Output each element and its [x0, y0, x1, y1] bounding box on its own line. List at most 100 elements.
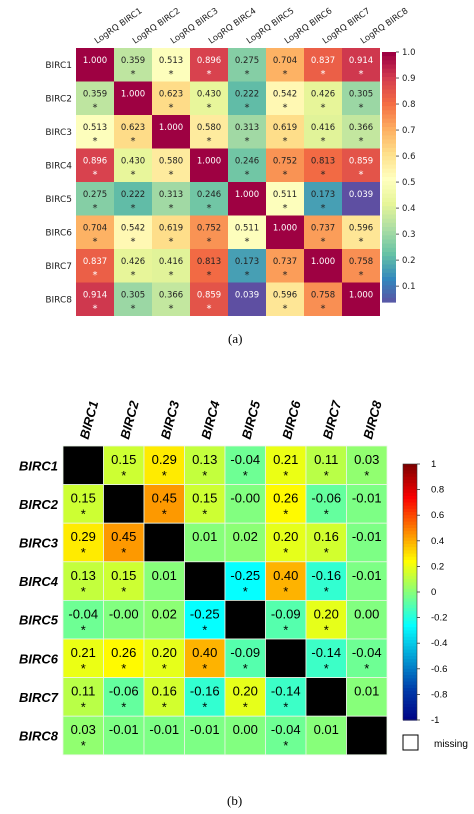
heatmap-a-value-label: 1.000: [235, 190, 259, 200]
heatmap-b-row-label: BIRC1: [19, 458, 58, 473]
heatmap-a-significance-star: *: [207, 69, 212, 80]
heatmap-b-significance-star: *: [81, 507, 86, 522]
heatmap-a-significance-star: *: [321, 170, 326, 181]
heatmap-b-significance-star: *: [121, 468, 126, 483]
heatmap-a-significance-star: *: [321, 103, 326, 114]
colorbar-b-tick-label: 0.8: [431, 485, 444, 496]
colorbar-b-segment: [403, 572, 417, 577]
heatmap-b-value-label: 0.02: [152, 606, 177, 621]
heatmap-b-value-label: -0.00: [109, 606, 139, 621]
colorbar-b-segment: [403, 505, 417, 510]
heatmap-a-value-label: 0.896: [197, 56, 221, 66]
colorbar-b-segment: [403, 528, 417, 532]
heatmap-a-cell: [190, 115, 228, 149]
heatmap-a-value-label: 0.704: [83, 224, 107, 234]
heatmap-b-cell: [143, 484, 185, 524]
colorbar-b-segment: [403, 560, 417, 564]
heatmap-b-significance-star: *: [81, 661, 86, 676]
heatmap-a-significance-star: *: [283, 304, 288, 315]
heatmap-a-significance-star: *: [321, 69, 326, 80]
heatmap-b-value-label: -0.25: [190, 606, 220, 621]
colorbar-a-segment: [382, 89, 396, 95]
heatmap-b-significance-star: *: [243, 700, 248, 715]
colorbar-b-segment: [403, 640, 417, 644]
heatmap-b-significance-star: *: [243, 468, 248, 483]
heatmap-a-cell: [76, 182, 114, 216]
heatmap-b-cell: [62, 600, 104, 640]
heatmap-a-value-label: 0.596: [273, 291, 297, 301]
heatmap-b-value-label: -0.09: [230, 645, 260, 660]
heatmap-a-significance-star: *: [245, 69, 250, 80]
heatmap-b-significance-star: *: [364, 468, 369, 483]
heatmap-a-cell: [304, 148, 342, 182]
colorbar-b-segment: [403, 476, 417, 481]
heatmap-a-cell: [228, 182, 266, 216]
heatmap-b-significance-star: *: [81, 700, 86, 715]
colorbar-b-segment: [403, 700, 417, 705]
heatmap-b-significance-star: *: [202, 468, 207, 483]
heatmap-a-value-label: 0.426: [311, 90, 335, 100]
heatmap-b-cell: [143, 600, 185, 640]
heatmap-a-value-label: 0.758: [311, 291, 335, 301]
heatmap-b-significance-star: *: [202, 661, 207, 676]
heatmap-a-cell: [342, 148, 380, 182]
colorbar-b-segment: [403, 694, 417, 699]
heatmap-b-row-label: BIRC2: [19, 497, 59, 512]
colorbar-a-segment: [382, 214, 396, 220]
colorbar-a-tick-label: 0.7: [402, 126, 416, 136]
heatmap-b-value-label: 0.16: [314, 529, 339, 544]
heatmap-b-diagonal-cell: [346, 715, 388, 756]
heatmap-a-value-label: 0.623: [159, 90, 183, 100]
colorbar-a-segment: [382, 197, 396, 203]
colorbar-a-segment: [382, 185, 396, 191]
colorbar-a-segment: [382, 210, 396, 216]
heatmap-a-cell: [228, 48, 266, 82]
heatmap-a-significance-star: *: [131, 69, 136, 80]
colorbar-a-segment: [382, 81, 396, 86]
heatmap-b-cell: [346, 677, 388, 717]
heatmap-a-value-label: 0.173: [235, 257, 259, 267]
heatmap-a-value-label: 0.580: [197, 123, 221, 133]
colorbar-a-segment: [382, 243, 396, 249]
heatmap-a-cell: [76, 148, 114, 182]
heatmap-a-value-label: 0.704: [273, 56, 297, 66]
heatmap-a-cell: [342, 282, 380, 316]
colorbar-a-segment: [382, 160, 396, 166]
heatmap-a-cell: [266, 182, 304, 216]
heatmap-a-cell: [228, 115, 266, 149]
colorbar-b-segment: [403, 518, 417, 523]
heatmap-b-value-label: 0.01: [314, 722, 339, 737]
colorbar-b-segment: [403, 633, 417, 638]
heatmap-a-cell: [342, 182, 380, 216]
heatmap-b-significance-star: *: [202, 622, 207, 637]
heatmap-a-value-label: 0.513: [159, 56, 183, 66]
heatmap-b-column-label: BIRC1: [77, 399, 102, 441]
colorbar-a-segment: [382, 268, 396, 274]
colorbar-a-segment: [382, 264, 396, 270]
colorbar-b-segment: [403, 614, 417, 619]
heatmap-b-cell: [265, 561, 307, 601]
colorbar-b-segment: [403, 496, 417, 500]
heatmap-b-value-label: 0.03: [354, 452, 379, 467]
heatmap-b-significance-star: *: [121, 584, 126, 599]
heatmap-a-significance-star: *: [283, 270, 288, 281]
colorbar-b-segment: [403, 678, 417, 683]
colorbar-b-segment: [403, 588, 417, 593]
colorbar-a-segment: [382, 206, 396, 211]
heatmap-b-cell: [103, 445, 145, 485]
heatmap-b-value-label: 0.00: [233, 722, 258, 737]
heatmap-b-value-label: 0.20: [233, 684, 258, 699]
colorbar-a-segment: [382, 152, 396, 157]
colorbar-b-segment: [403, 499, 417, 503]
heatmap-a-significance-star: *: [283, 103, 288, 114]
heatmap-b-diagonal-cell: [143, 522, 185, 563]
heatmap-a-cell: [152, 48, 190, 82]
heatmap-b-value-label: 0.29: [71, 529, 96, 544]
colorbar-b-segment: [403, 556, 417, 561]
heatmap-a-value-label: 0.737: [311, 224, 335, 234]
heatmap-a-cell: [152, 215, 190, 249]
heatmap-b-diagonal-cell: [184, 561, 226, 601]
heatmap-a-cell: [152, 81, 190, 115]
heatmap-a-value-label: 0.359: [83, 90, 107, 100]
heatmap-b-cell: [143, 561, 185, 601]
